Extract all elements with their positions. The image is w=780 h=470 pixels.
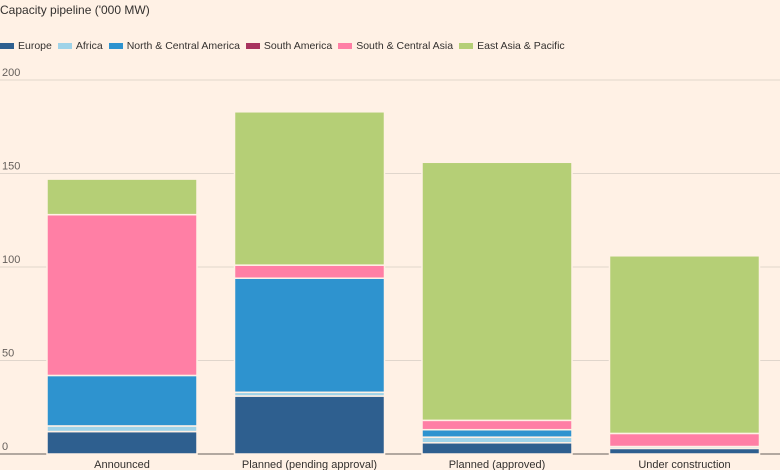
bar-segment [46, 178, 198, 216]
legend: Europe Africa North & Central America So… [0, 40, 571, 52]
legend-swatch-north-central-america [108, 43, 123, 49]
legend-item-europe: Europe [0, 40, 52, 52]
legend-label-europe: Europe [18, 40, 52, 52]
legend-swatch-africa [57, 43, 72, 49]
x-category-label: Planned (pending approval) [242, 459, 377, 470]
bar-segment [233, 277, 386, 394]
chart-title: Capacity pipeline ('000 MW) [0, 3, 150, 17]
legend-swatch-europe [0, 43, 14, 49]
bar-segment [233, 111, 386, 266]
legend-item-south-central-asia: South & Central Asia [338, 40, 453, 52]
legend-item-north-central-america: North & Central America [108, 40, 240, 52]
legend-label-north-central-america: North & Central America [126, 40, 240, 52]
x-category-label: Announced [94, 459, 150, 470]
x-category-label: Planned (approved) [449, 459, 546, 470]
bar-segment [608, 447, 761, 455]
bar-segment [421, 419, 573, 431]
bar-segment [608, 255, 761, 435]
legend-label-africa: Africa [75, 40, 103, 52]
bar-segment [46, 425, 198, 433]
bar-segment [46, 374, 198, 427]
legend-swatch-south-central-asia [338, 43, 353, 49]
x-category-label: Under construction [638, 459, 730, 470]
bar-segment [233, 395, 386, 455]
legend-swatch-east-asia-pacific [459, 43, 474, 49]
bar-segment [46, 430, 198, 455]
bar-segment [421, 436, 573, 444]
legend-item-africa: Africa [57, 40, 103, 52]
y-tick-label: 200 [2, 67, 20, 79]
bar-segment [421, 442, 573, 455]
legend-swatch-south-america [245, 43, 260, 49]
bar-segment [46, 213, 198, 377]
legend-item-east-asia-pacific: East Asia & Pacific [459, 40, 565, 52]
y-tick-label: 100 [2, 254, 20, 266]
legend-label-south-central-asia: South & Central Asia [356, 40, 454, 52]
y-tick-label: 50 [2, 348, 14, 360]
y-tick-label: 0 [2, 441, 8, 453]
bar-segment [233, 264, 386, 279]
y-tick-label: 150 [2, 161, 20, 173]
bar-segment [421, 428, 573, 438]
bar-segment [421, 161, 573, 422]
legend-label-east-asia-pacific: East Asia & Pacific [477, 40, 565, 52]
bar-segment [608, 432, 761, 448]
legend-item-south-america: South America [245, 40, 333, 52]
legend-label-south-america: South America [263, 40, 333, 52]
